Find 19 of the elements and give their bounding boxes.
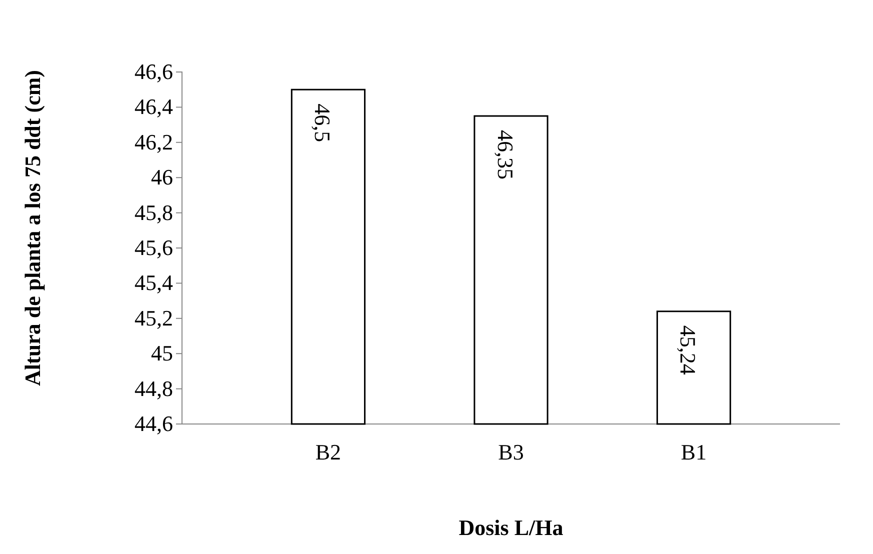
y-tick-label: 45 bbox=[151, 340, 173, 366]
y-tick-label: 45,8 bbox=[134, 200, 173, 225]
data-label: 46,35 bbox=[492, 130, 518, 180]
y-tick-label: 45,2 bbox=[134, 305, 173, 330]
x-axis-title: Dosis L/Ha bbox=[458, 515, 564, 540]
y-tick-label: 46,2 bbox=[134, 129, 173, 154]
y-tick-label: 45,6 bbox=[134, 235, 173, 260]
y-axis-title: Altura de planta a los 75 ddt (cm) bbox=[20, 70, 45, 386]
y-tick-label: 45,4 bbox=[134, 270, 173, 296]
data-label: 46,5 bbox=[310, 104, 336, 142]
y-tick-label: 46 bbox=[151, 164, 173, 190]
x-tick-label: B1 bbox=[680, 440, 707, 465]
x-tick-label: B3 bbox=[498, 440, 524, 465]
y-tick-label: 46,6 bbox=[134, 59, 173, 84]
y-tick-label: 44,6 bbox=[134, 411, 173, 436]
x-tick-label: B2 bbox=[315, 440, 342, 465]
y-tick-label: 46,4 bbox=[134, 94, 173, 120]
data-label: 45,24 bbox=[676, 325, 701, 375]
y-tick-label: 44,8 bbox=[134, 376, 173, 401]
